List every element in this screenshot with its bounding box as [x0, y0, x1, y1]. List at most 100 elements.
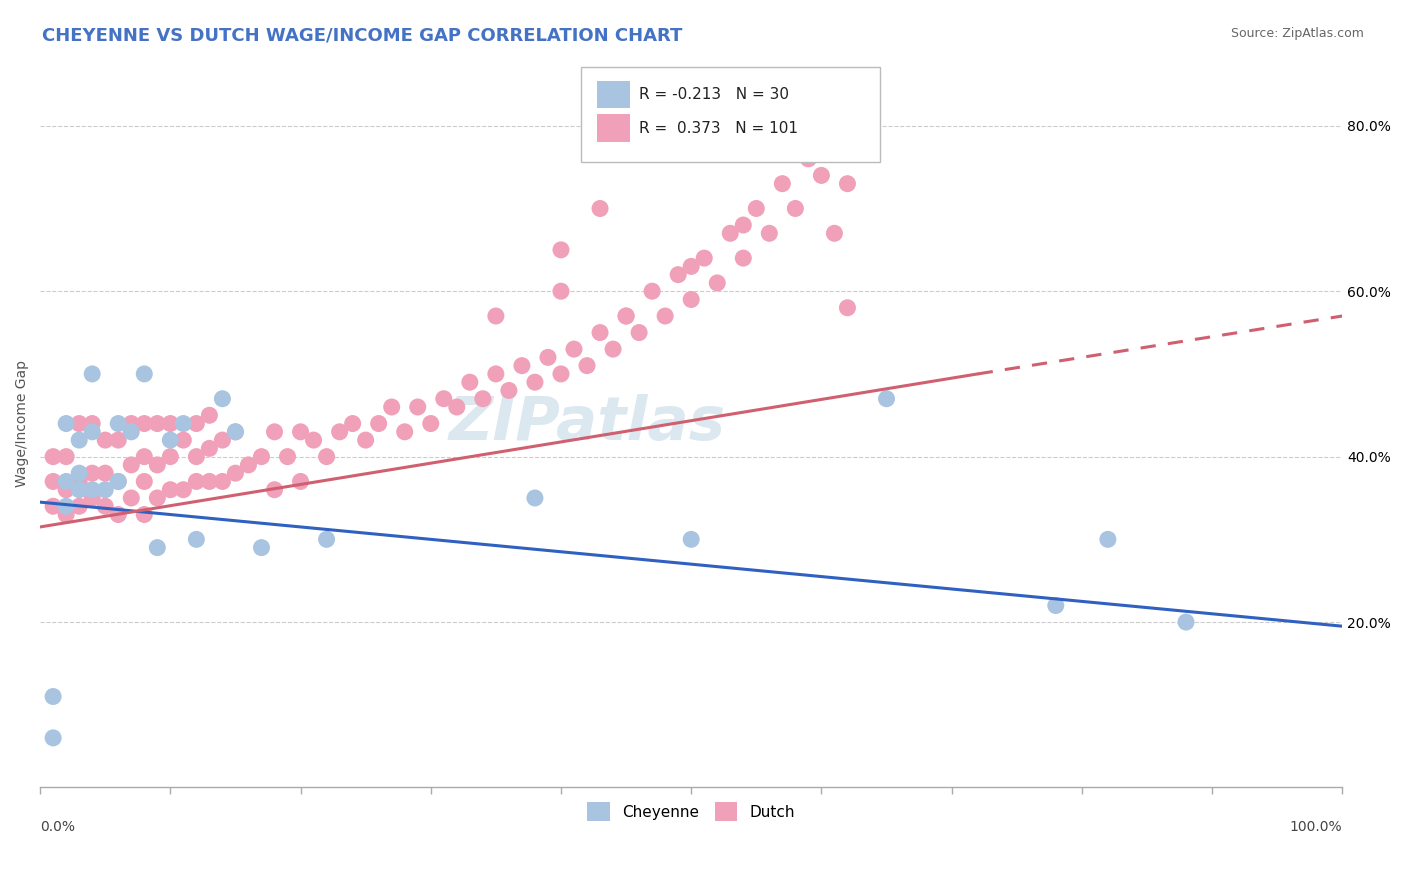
Point — [55, 508, 77, 522]
Point — [406, 400, 429, 414]
Point — [94, 483, 117, 497]
Point — [211, 433, 233, 447]
Point — [302, 433, 325, 447]
Point — [876, 392, 898, 406]
Point — [82, 483, 104, 497]
Point — [159, 417, 181, 431]
Point — [224, 466, 246, 480]
Point — [55, 417, 77, 431]
FancyBboxPatch shape — [598, 114, 630, 142]
Point — [666, 268, 689, 282]
Point — [367, 417, 389, 431]
Point — [329, 425, 352, 439]
Point — [381, 400, 404, 414]
Point — [1175, 615, 1198, 629]
Point — [67, 483, 90, 497]
Point — [823, 227, 845, 241]
Point — [471, 392, 494, 406]
Point — [120, 458, 142, 472]
Point — [146, 417, 169, 431]
Point — [67, 417, 90, 431]
Point — [67, 433, 90, 447]
Point — [589, 202, 612, 216]
Point — [146, 491, 169, 505]
Point — [159, 433, 181, 447]
Point — [523, 375, 546, 389]
Point — [134, 450, 156, 464]
Point — [107, 417, 129, 431]
Point — [211, 475, 233, 489]
Point — [94, 466, 117, 480]
Point — [290, 475, 312, 489]
Point — [550, 243, 572, 257]
Point — [82, 367, 104, 381]
Point — [107, 475, 129, 489]
Point — [238, 458, 260, 472]
Text: R = -0.213   N = 30: R = -0.213 N = 30 — [640, 87, 789, 102]
Point — [250, 541, 273, 555]
Point — [134, 367, 156, 381]
Point — [55, 450, 77, 464]
Point — [42, 690, 65, 704]
Point — [198, 475, 221, 489]
Point — [186, 450, 208, 464]
Point — [146, 458, 169, 472]
FancyBboxPatch shape — [598, 80, 630, 108]
Text: ZIPatlas: ZIPatlas — [449, 394, 725, 453]
Point — [55, 475, 77, 489]
Point — [263, 483, 285, 497]
Point — [342, 417, 364, 431]
Point — [458, 375, 481, 389]
Point — [681, 260, 703, 274]
Point — [42, 475, 65, 489]
Text: 100.0%: 100.0% — [1289, 821, 1343, 834]
Text: R =  0.373   N = 101: R = 0.373 N = 101 — [640, 120, 799, 136]
Point — [42, 731, 65, 745]
Point — [107, 433, 129, 447]
Point — [446, 400, 468, 414]
Point — [576, 359, 599, 373]
Point — [224, 425, 246, 439]
Point — [120, 491, 142, 505]
Point — [602, 342, 624, 356]
Text: Source: ZipAtlas.com: Source: ZipAtlas.com — [1230, 27, 1364, 40]
Point — [82, 425, 104, 439]
Point — [785, 202, 807, 216]
Point — [159, 450, 181, 464]
Point — [354, 433, 377, 447]
Point — [186, 475, 208, 489]
Point — [810, 169, 832, 183]
Text: 0.0%: 0.0% — [41, 821, 75, 834]
Point — [770, 177, 793, 191]
Point — [82, 491, 104, 505]
Point — [485, 309, 508, 323]
Point — [1045, 599, 1067, 613]
Point — [510, 359, 533, 373]
Point — [550, 284, 572, 298]
Point — [837, 177, 859, 191]
Point — [82, 466, 104, 480]
Point — [134, 475, 156, 489]
Point — [614, 309, 637, 323]
Point — [290, 425, 312, 439]
Point — [562, 342, 585, 356]
Point — [654, 309, 676, 323]
Point — [1097, 533, 1119, 547]
Point — [172, 483, 194, 497]
Point — [498, 384, 520, 398]
Point — [224, 425, 246, 439]
Point — [537, 351, 560, 365]
Point — [718, 227, 741, 241]
Point — [67, 475, 90, 489]
Point — [733, 251, 755, 265]
Point — [250, 450, 273, 464]
Point — [523, 491, 546, 505]
Point — [146, 541, 169, 555]
Point — [849, 144, 872, 158]
Point — [172, 433, 194, 447]
Point — [94, 500, 117, 514]
Point — [159, 483, 181, 497]
Point — [198, 442, 221, 456]
Point — [315, 450, 337, 464]
Point — [186, 417, 208, 431]
